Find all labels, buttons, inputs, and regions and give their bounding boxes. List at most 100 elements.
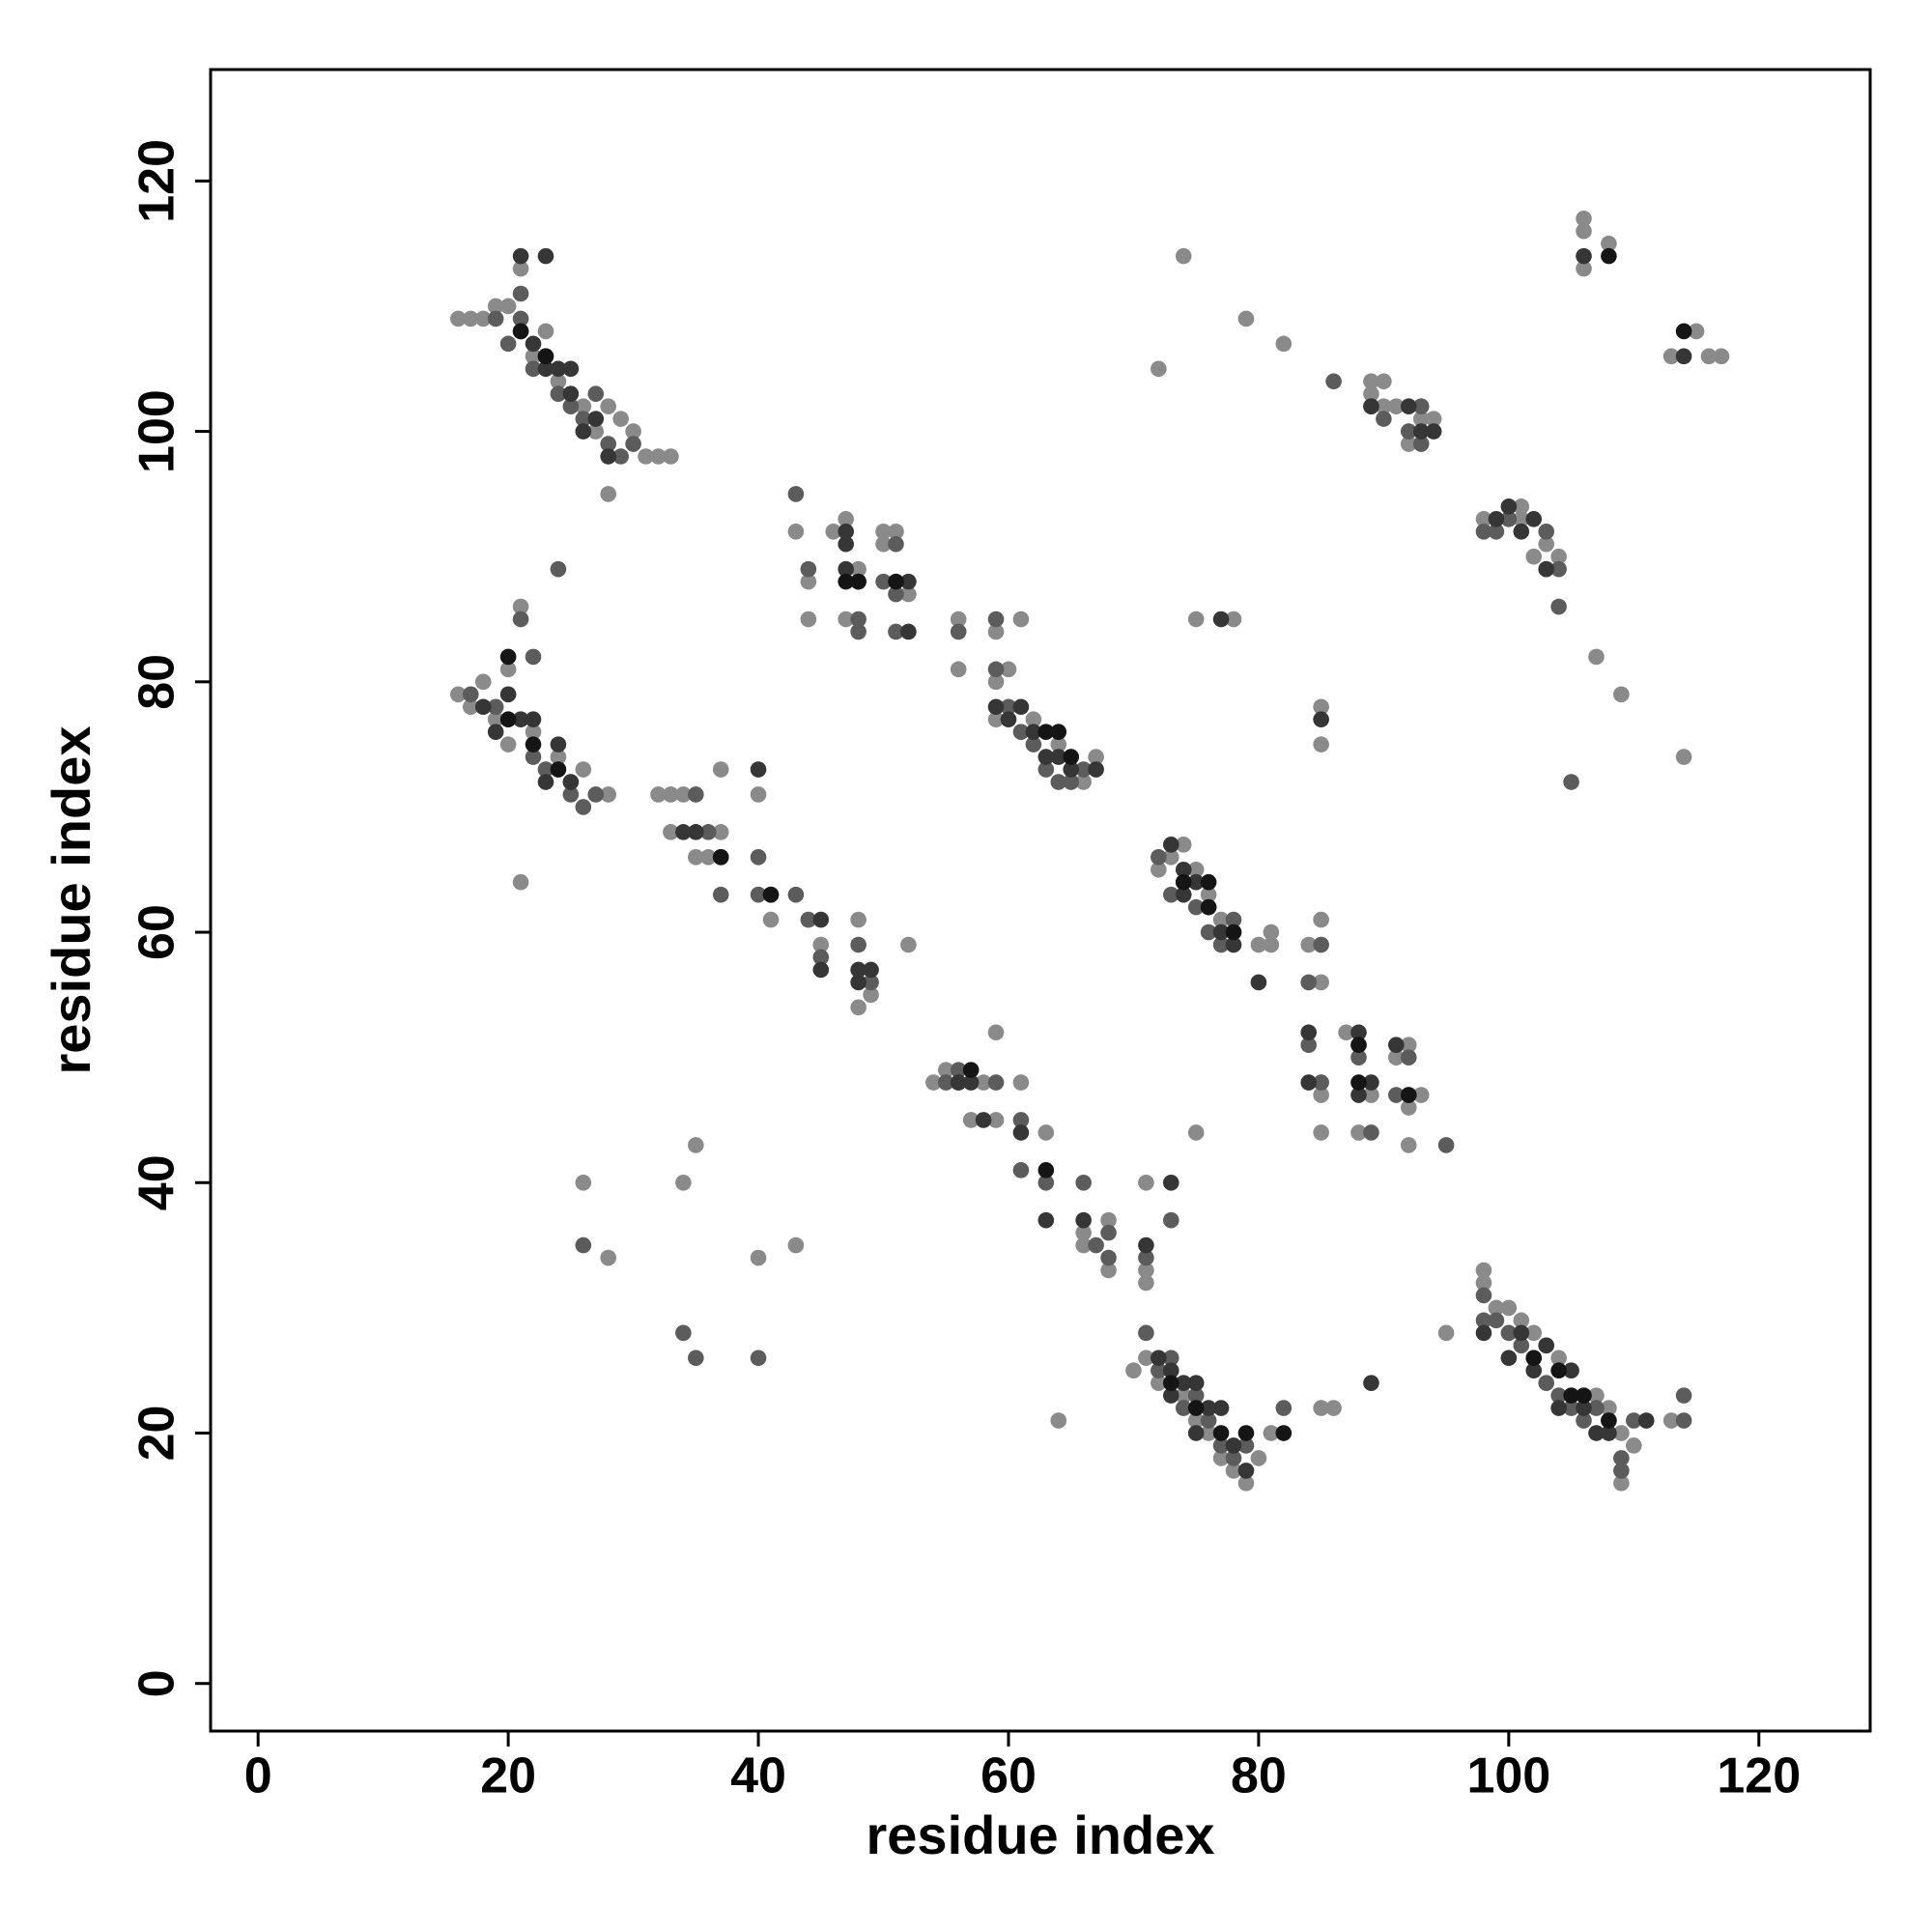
point bbox=[750, 786, 767, 803]
point bbox=[1350, 1124, 1367, 1141]
point bbox=[1437, 1324, 1455, 1342]
point bbox=[962, 1062, 980, 1078]
point bbox=[487, 698, 504, 716]
point bbox=[587, 423, 605, 440]
point bbox=[512, 323, 529, 340]
point bbox=[1363, 1375, 1379, 1391]
point bbox=[1376, 398, 1392, 414]
point bbox=[1588, 648, 1605, 666]
point bbox=[1325, 373, 1342, 390]
point bbox=[1050, 749, 1067, 765]
point bbox=[1250, 936, 1267, 953]
point bbox=[1400, 1037, 1417, 1054]
point bbox=[575, 1236, 592, 1254]
point bbox=[1200, 1412, 1217, 1429]
point bbox=[1475, 523, 1492, 540]
point bbox=[888, 523, 904, 540]
point bbox=[625, 436, 641, 452]
point bbox=[1088, 761, 1104, 778]
point bbox=[987, 711, 1005, 728]
point bbox=[1225, 611, 1242, 628]
point bbox=[1200, 1425, 1217, 1441]
y-axis-label: residue index bbox=[41, 725, 101, 1074]
point bbox=[1313, 1074, 1329, 1091]
point bbox=[787, 486, 805, 502]
point bbox=[575, 423, 592, 440]
point bbox=[1363, 1124, 1379, 1141]
point bbox=[1313, 698, 1329, 716]
point bbox=[850, 999, 867, 1016]
point bbox=[1200, 1400, 1217, 1416]
point bbox=[812, 911, 830, 928]
point bbox=[1025, 724, 1042, 740]
point bbox=[1475, 1312, 1492, 1329]
point bbox=[1125, 1362, 1142, 1379]
point bbox=[1350, 1074, 1367, 1091]
point bbox=[1350, 1037, 1367, 1054]
point bbox=[499, 686, 517, 703]
point bbox=[1550, 1400, 1567, 1416]
point bbox=[1162, 1375, 1179, 1391]
point bbox=[1012, 1112, 1030, 1128]
point bbox=[1425, 411, 1442, 427]
point bbox=[1350, 1087, 1367, 1103]
point bbox=[1050, 1412, 1067, 1429]
point bbox=[1037, 724, 1055, 740]
point bbox=[1388, 1049, 1405, 1065]
point bbox=[1162, 1387, 1179, 1404]
point bbox=[838, 511, 854, 527]
point bbox=[1475, 1287, 1492, 1304]
point bbox=[1162, 837, 1179, 853]
point bbox=[1063, 774, 1080, 790]
point bbox=[850, 936, 867, 953]
point bbox=[1012, 1074, 1030, 1091]
point bbox=[1500, 1299, 1518, 1317]
point bbox=[875, 523, 892, 540]
point bbox=[1538, 1337, 1554, 1354]
point bbox=[1412, 398, 1430, 414]
point bbox=[1613, 686, 1630, 703]
point bbox=[1212, 911, 1230, 928]
point bbox=[1187, 1425, 1205, 1441]
point bbox=[1363, 373, 1379, 390]
point bbox=[1550, 548, 1567, 565]
y-tick-label: 0 bbox=[129, 1669, 185, 1697]
point bbox=[925, 1074, 942, 1091]
point bbox=[1626, 1412, 1642, 1429]
x-axis-label: residue index bbox=[866, 1804, 1214, 1865]
point bbox=[1400, 1099, 1417, 1116]
point bbox=[1037, 761, 1055, 778]
point bbox=[1212, 1425, 1230, 1441]
point bbox=[1412, 1087, 1430, 1103]
point bbox=[537, 761, 554, 778]
point bbox=[1100, 1224, 1117, 1241]
point bbox=[1400, 436, 1417, 452]
point bbox=[525, 711, 542, 728]
point bbox=[1187, 898, 1205, 916]
point bbox=[1000, 698, 1017, 716]
point bbox=[1376, 373, 1392, 390]
point bbox=[1601, 235, 1617, 252]
point bbox=[499, 661, 517, 678]
point bbox=[1088, 1236, 1104, 1254]
x-tick-label: 0 bbox=[244, 1748, 272, 1804]
point bbox=[850, 974, 867, 991]
point bbox=[1025, 711, 1042, 728]
point bbox=[1601, 1400, 1617, 1416]
point bbox=[537, 247, 554, 265]
point bbox=[1500, 1324, 1518, 1342]
point bbox=[1175, 837, 1192, 853]
point bbox=[1525, 548, 1543, 565]
point bbox=[575, 398, 592, 414]
point bbox=[688, 824, 704, 840]
point bbox=[1162, 886, 1179, 903]
point bbox=[1037, 749, 1055, 765]
point bbox=[987, 698, 1005, 716]
point bbox=[1187, 1412, 1205, 1429]
point bbox=[562, 385, 580, 403]
point bbox=[1075, 1224, 1092, 1241]
point bbox=[762, 886, 780, 903]
point bbox=[1187, 1375, 1205, 1391]
point bbox=[487, 310, 504, 327]
point bbox=[987, 623, 1005, 640]
